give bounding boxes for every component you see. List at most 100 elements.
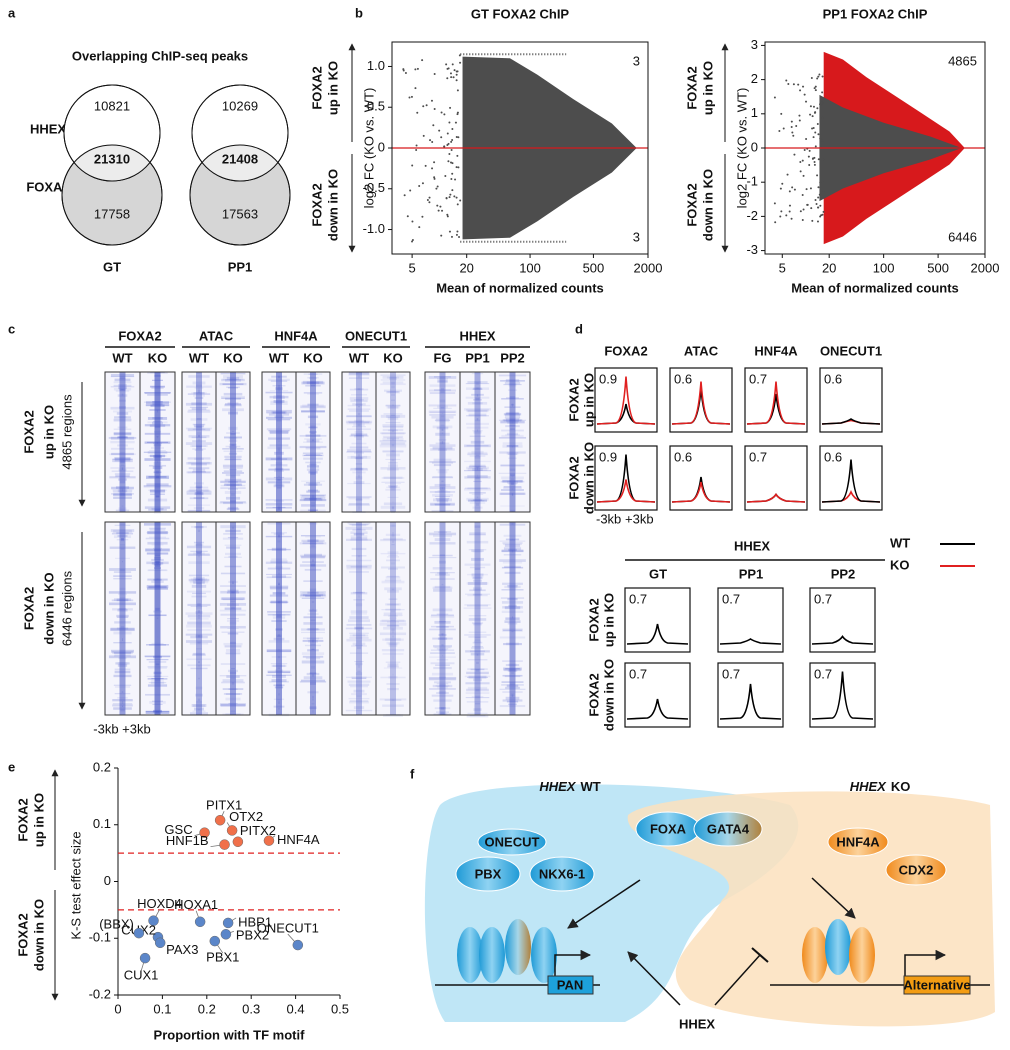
heatmap-signal [391,381,395,385]
heatmap-signal [508,453,517,455]
heatmap-signal [435,685,450,687]
heatmap-signal [157,436,158,439]
heatmap-signal [350,592,368,595]
heatmap-signal [190,418,208,421]
heatmap-signal [310,425,316,429]
heatmap-signal [386,415,400,418]
heatmap-signal [227,618,239,620]
heatmap-signal [188,409,210,411]
heatmap-signal [146,475,169,479]
heatmap-signal [198,634,200,638]
heatmap-signal [230,499,236,502]
heatmap-signal [305,482,321,484]
heatmap-signal [187,510,211,512]
heatmap-signal [219,501,247,505]
heatmap-signal [227,589,239,593]
heatmap-signal [354,399,364,401]
heatmap-signal [309,545,317,549]
heatmap-signal [144,432,171,435]
heatmap-signal [277,507,281,510]
heatmap-signal [223,467,243,470]
heatmap-signal [197,610,201,613]
heatmap-signal [156,617,159,619]
heatmap-signal [156,409,159,413]
heatmap-signal [511,694,514,697]
heatmap-signal [116,539,129,541]
heatmap-signal [197,578,201,581]
heatmap-signal [143,485,172,488]
mark-header: ONECUT1 [820,343,882,358]
row-label: down in KO [581,442,596,514]
heatmap-signal [353,598,365,601]
heatmap-signal [303,457,323,460]
heatmap-signal [118,593,127,596]
set-label: HHEX [30,121,66,136]
heatmap-signal [475,669,480,672]
heatmap-signal [438,439,447,441]
heatmap-signal [227,603,239,606]
heatmap-signal [301,660,325,664]
heatmap-signal [346,415,372,418]
heatmap-signal [190,667,208,670]
x-tick-label: 0.4 [287,1001,305,1016]
heatmap-signal [112,488,133,492]
point [446,67,449,70]
heatmap-signal [269,444,289,447]
point-label: HOXA1 [174,897,218,912]
heatmap-signal [222,383,244,386]
heatmap-signal [150,404,165,407]
heatmap-signal [474,637,481,639]
heatmap-signal [357,388,361,390]
heatmap-signal [464,408,491,411]
heatmap-signal [440,712,445,715]
heatmap-signal [191,595,207,598]
heatmap-signal [198,555,200,558]
heatmap-signal [475,503,480,506]
heatmap-signal [347,482,371,485]
heatmap-signal [153,549,162,552]
heatmap-signal [276,506,282,509]
heatmap-signal [355,457,363,460]
point [808,164,811,167]
legend-label: KO [890,557,910,572]
heatmap-signal [312,698,314,701]
y-max-label: 0.9 [599,371,617,386]
point [785,214,788,217]
heatmap-signal [188,552,210,556]
heatmap-signal [148,464,167,467]
heatmap-signal [303,616,323,619]
heatmap-signal [113,529,132,533]
heatmap-signal [380,383,406,386]
heatmap-signal [196,582,202,585]
heatmap-signal [270,402,288,406]
heatmap-signal [392,631,394,634]
heatmap-signal [505,686,520,689]
heatmap-signal [350,394,368,396]
heatmap-signal [388,642,398,645]
heatmap-signal [196,543,202,545]
heatmap-signal [391,628,395,632]
point [808,149,811,152]
heatmap-signal [438,448,447,451]
heatmap-signal [355,637,363,639]
heatmap-signal [148,586,167,589]
plot-title: GT FOXA2 ChIP [471,6,570,21]
heatmap-signal [356,498,362,501]
heatmap-signal [439,442,446,445]
heatmap-signal [475,398,480,401]
point [788,204,791,207]
heatmap-signal [431,510,454,513]
heatmap-signal [468,549,487,551]
heatmap-signal [192,448,206,450]
heatmap-signal [429,688,456,690]
arrow [567,879,641,929]
heatmap-signal [185,612,213,615]
heatmap-signal [224,478,242,482]
heatmap-signal [436,469,449,471]
heatmap-signal [146,441,169,443]
heatmap-signal [312,710,314,713]
side-label: down in KO [700,169,715,241]
heatmap-signal [229,378,237,381]
stage-label: PP2 [831,566,856,581]
heatmap-signal [273,400,285,403]
